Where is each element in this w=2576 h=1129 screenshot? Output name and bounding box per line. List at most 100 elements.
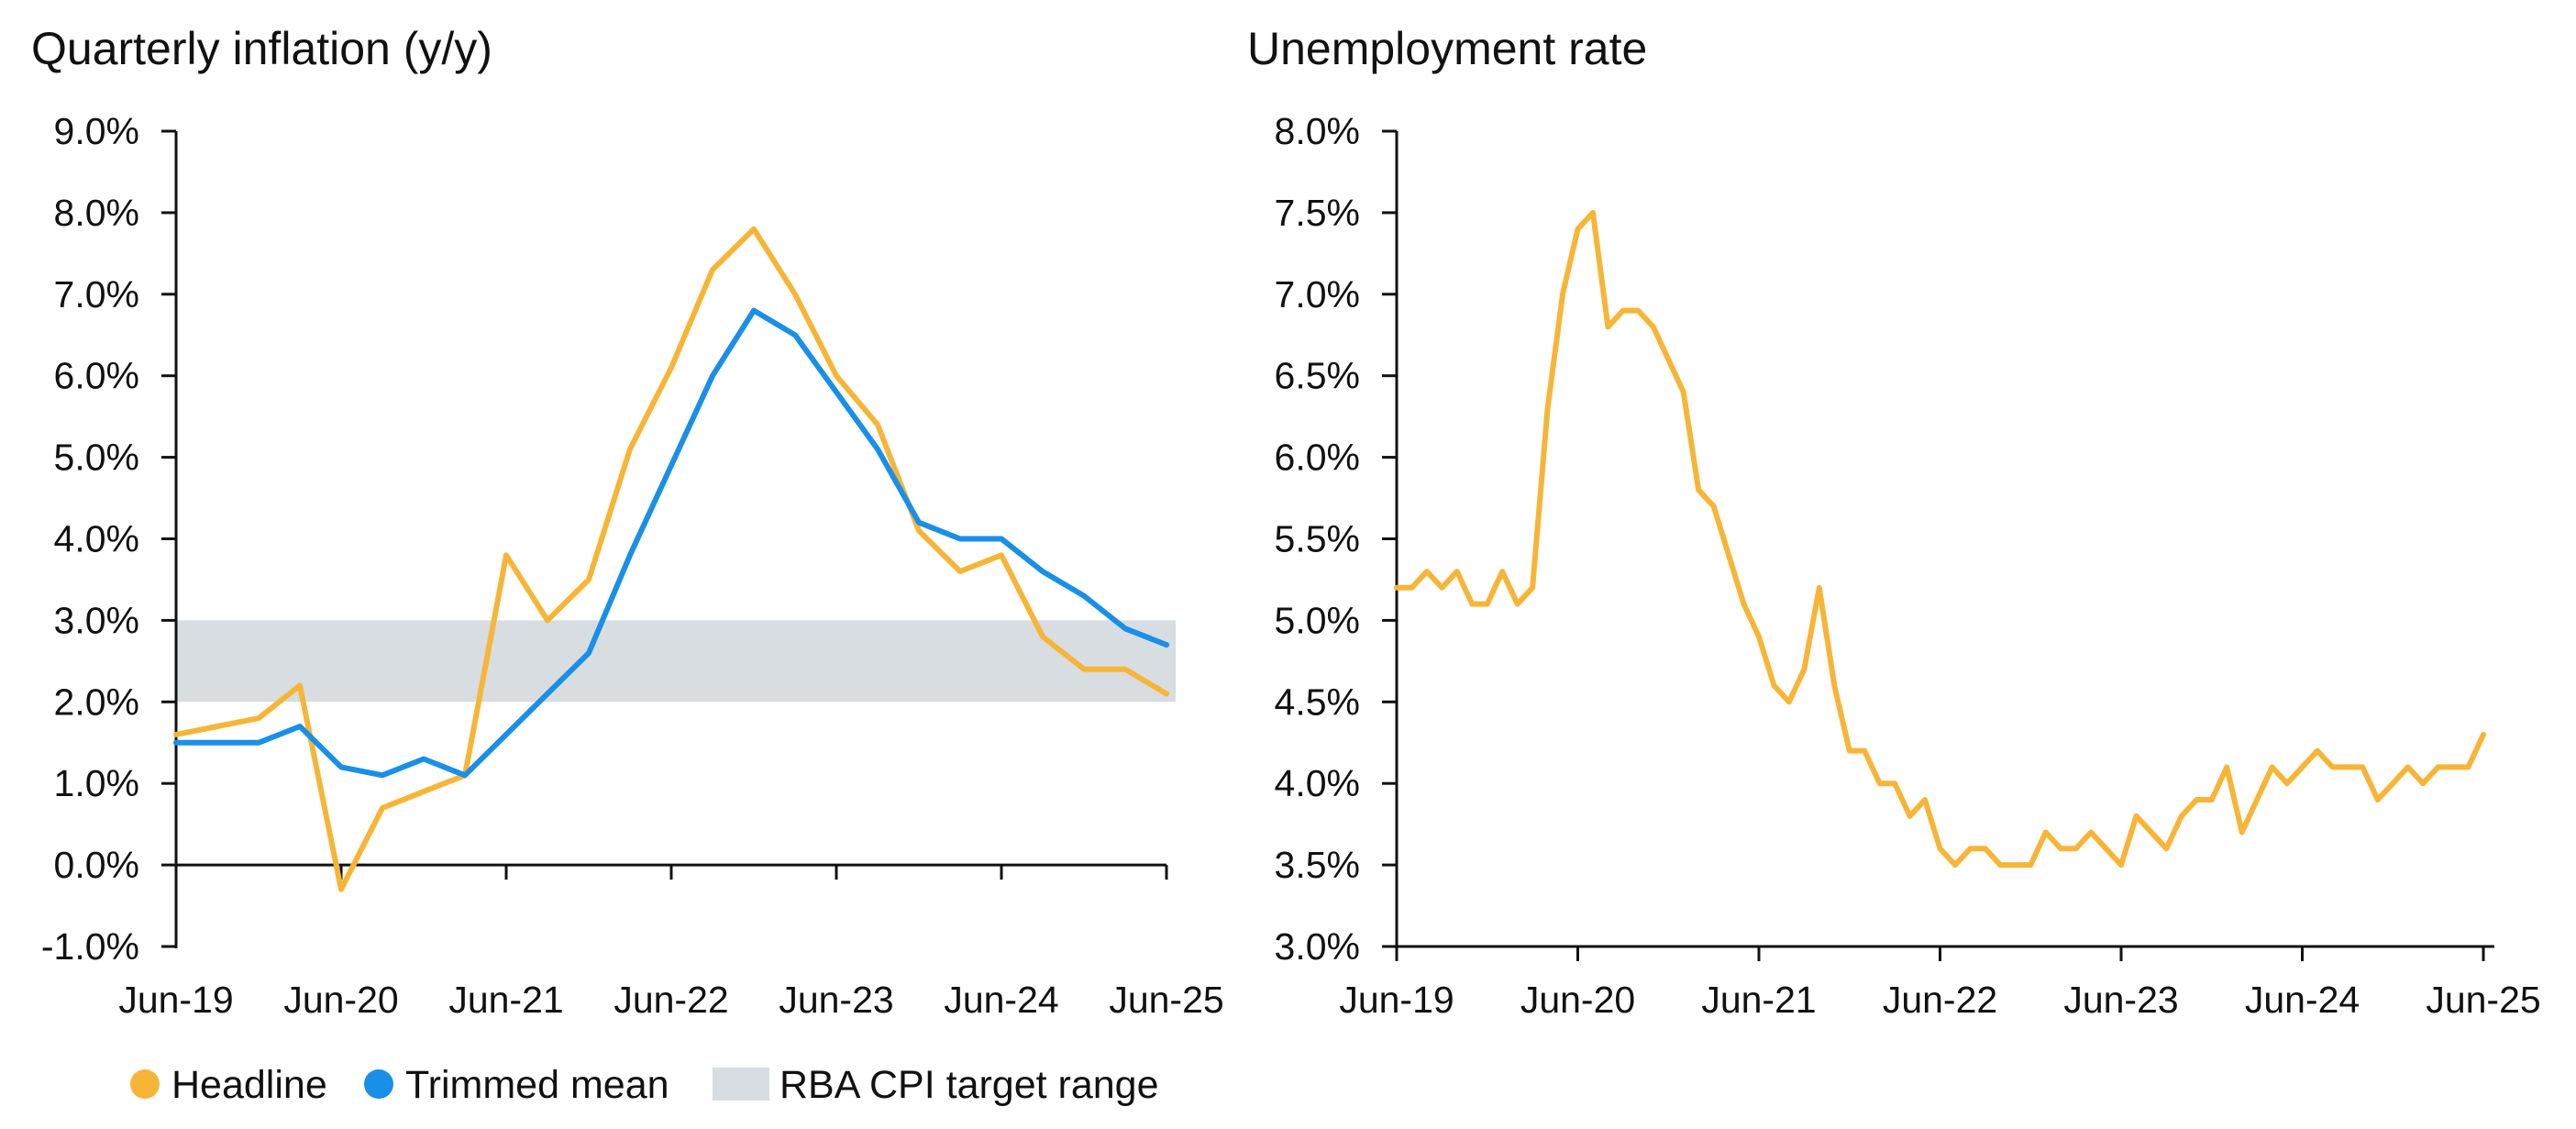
inflation-y-axis-ticks: -1.0% 0.0% 1.0% 2.0% 3.0% 4.0% 5.0% 6.0% 7.0% 8.0… xyxy=(41,110,176,968)
y-tick-label: 7.5% xyxy=(1275,192,1360,234)
data-point-unemployment xyxy=(1696,487,1701,493)
x-tick-label: Jun-24 xyxy=(2245,979,2360,1021)
data-point-unemployment xyxy=(2405,764,2411,769)
data-point-unemployment xyxy=(1651,324,1656,329)
data-point-unemployment xyxy=(1409,585,1414,591)
y-tick-label: 8.0% xyxy=(54,192,139,234)
y-tick-label: 3.0% xyxy=(54,599,139,641)
data-point-trimmed-mean xyxy=(421,757,426,762)
data-point-unemployment xyxy=(1801,667,1807,672)
data-point-unemployment xyxy=(2043,830,2049,836)
y-tick-label: 4.5% xyxy=(1275,681,1360,723)
inflation-x-axis-ticks: Jun-19 Jun-20 Jun-21 Jun-22 Jun-23 Jun-24 Jun-… xyxy=(118,865,1224,1021)
data-point-unemployment xyxy=(1862,748,1867,754)
data-point-unemployment xyxy=(2149,830,2154,836)
inflation-chart: Quarterly inflation (y/y) -1.0% 0.0% 1.0% 2… xyxy=(31,23,1224,1021)
data-point-trimmed-mean xyxy=(1040,569,1045,574)
series-line-trimmed-mean xyxy=(173,307,1169,779)
rba-target-band xyxy=(176,620,1176,703)
y-tick-label: 4.0% xyxy=(1275,762,1360,804)
x-tick-label: Jun-25 xyxy=(1109,979,1223,1021)
data-point-trimmed-mean xyxy=(1122,625,1128,631)
y-tick-label: 0.0% xyxy=(54,844,139,886)
y-tick-label: 3.0% xyxy=(1275,925,1360,968)
data-point-unemployment xyxy=(1394,585,1399,591)
unemployment-chart: Unemployment rate 3.0% 3.5% 4.0% 4.5% 5.0% 5.… xyxy=(1247,23,2541,1021)
data-point-unemployment xyxy=(1560,292,1565,297)
data-point-trimmed-mean xyxy=(999,537,1004,542)
y-tick-label: 6.0% xyxy=(1275,437,1360,479)
data-point-trimmed-mean xyxy=(503,732,509,737)
data-point-unemployment xyxy=(1620,308,1626,314)
data-point-unemployment xyxy=(2028,862,2033,868)
data-point-trimmed-mean xyxy=(627,552,633,558)
unemployment-chart-title: Unemployment rate xyxy=(1247,23,1647,74)
x-tick-label: Jun-23 xyxy=(2063,979,2178,1021)
data-point-headline xyxy=(380,805,385,811)
legend-label-trimmed-mean: Trimmed mean xyxy=(405,1063,669,1107)
data-point-unemployment xyxy=(1877,780,1883,786)
legend-marker-trimmed-mean xyxy=(364,1069,393,1099)
y-tick-label: 7.0% xyxy=(54,273,139,315)
data-point-unemployment xyxy=(1771,683,1776,689)
data-point-headline xyxy=(999,552,1004,558)
data-point-headline xyxy=(256,715,261,721)
legend-marker-target-range xyxy=(713,1068,769,1101)
y-tick-label: 6.5% xyxy=(1275,355,1360,397)
data-point-headline xyxy=(627,447,633,452)
data-point-unemployment xyxy=(2315,748,2320,754)
data-point-trimmed-mean xyxy=(751,308,757,314)
series-line-unemployment xyxy=(1394,209,2486,869)
x-tick-label: Jun-24 xyxy=(944,979,1058,1021)
data-point-trimmed-mean xyxy=(710,373,715,379)
data-point-unemployment xyxy=(2466,764,2471,769)
x-tick-label: Jun-21 xyxy=(1701,979,1816,1021)
data-point-unemployment xyxy=(2436,764,2441,769)
data-point-trimmed-mean xyxy=(1164,642,1169,648)
data-point-unemployment xyxy=(1605,324,1610,329)
data-point-unemployment xyxy=(1485,602,1490,607)
data-point-unemployment xyxy=(1817,585,1822,591)
data-point-trimmed-mean xyxy=(545,691,550,696)
y-tick-label: 6.0% xyxy=(54,355,139,397)
data-point-headline xyxy=(338,887,344,892)
y-tick-label: 5.0% xyxy=(54,437,139,479)
data-point-unemployment xyxy=(2450,764,2456,769)
y-tick-label: -1.0% xyxy=(41,925,139,968)
data-point-unemployment xyxy=(1967,846,1973,851)
x-tick-label: Jun-25 xyxy=(2426,979,2540,1021)
data-point-unemployment xyxy=(1831,683,1837,689)
data-point-unemployment xyxy=(1665,357,1671,362)
data-point-headline xyxy=(875,422,880,427)
legend-label-headline: Headline xyxy=(171,1063,327,1107)
data-point-unemployment xyxy=(1786,699,1792,704)
unemployment-data-points xyxy=(1394,210,2486,868)
data-point-trimmed-mean xyxy=(916,520,922,526)
data-point-headline xyxy=(215,724,220,729)
data-point-unemployment xyxy=(2209,797,2215,802)
data-point-trimmed-mean xyxy=(586,650,591,656)
legend-label-target-range: RBA CPI target range xyxy=(779,1063,1159,1107)
x-tick-label: Jun-23 xyxy=(779,979,893,1021)
inflation-legend: Headline Trimmed mean RBA CPI target ran… xyxy=(130,1063,1159,1107)
data-point-unemployment xyxy=(2224,764,2229,769)
data-point-unemployment xyxy=(1938,846,1943,851)
data-point-unemployment xyxy=(2375,797,2381,802)
data-point-headline xyxy=(834,373,839,379)
data-point-unemployment xyxy=(1726,552,1731,558)
y-tick-label: 9.0% xyxy=(54,110,139,152)
data-point-headline xyxy=(669,365,674,371)
data-point-unemployment xyxy=(1454,569,1460,574)
data-point-unemployment xyxy=(1711,504,1717,509)
data-point-unemployment xyxy=(2194,797,2199,802)
data-point-unemployment xyxy=(1545,405,1551,411)
data-point-headline xyxy=(586,577,591,582)
data-point-unemployment xyxy=(1907,814,1913,819)
y-tick-label: 4.0% xyxy=(54,518,139,560)
data-point-trimmed-mean xyxy=(669,462,674,468)
inflation-chart-title: Quarterly inflation (y/y) xyxy=(31,23,492,74)
data-point-headline xyxy=(503,552,509,558)
y-tick-label: 5.0% xyxy=(1275,599,1360,641)
data-point-unemployment xyxy=(1424,569,1430,574)
x-tick-label: Jun-22 xyxy=(1883,979,1997,1021)
